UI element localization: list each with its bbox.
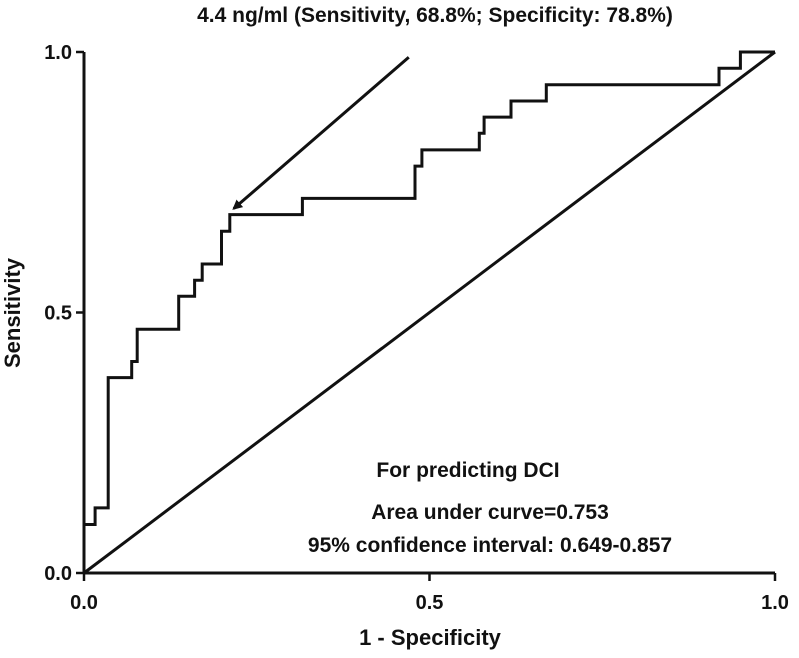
y-axis-title: Sensitivity: [0, 257, 25, 368]
y-tick-label: 0.5: [44, 303, 72, 325]
annotation-heading: For predicting DCI: [376, 459, 559, 482]
reference-diagonal-line: [83, 50, 776, 575]
x-axis-title: 1 - Specificity: [359, 625, 502, 650]
y-tick-label: 1.0: [44, 42, 72, 64]
chart-title: 4.4 ng/ml (Sensitivity, 68.8%; Specifici…: [197, 4, 673, 27]
cutoff-arrow: [232, 56, 410, 210]
annotation-ci: 95% confidence interval: 0.649-0.857: [308, 534, 672, 557]
x-tick-label: 1.0: [761, 592, 789, 614]
reference-line: [83, 50, 776, 575]
roc-curve-line: [82, 50, 775, 573]
x-tick-label: 0.5: [416, 592, 444, 614]
x-tick-label: 0.0: [70, 592, 98, 614]
tick-marks: [76, 50, 777, 581]
y-tick-label: 0.0: [44, 563, 72, 585]
cutoff-arrow-line: [232, 56, 410, 210]
roc-curve: [82, 50, 775, 573]
annotation-auc: Area under curve=0.753: [371, 501, 609, 524]
